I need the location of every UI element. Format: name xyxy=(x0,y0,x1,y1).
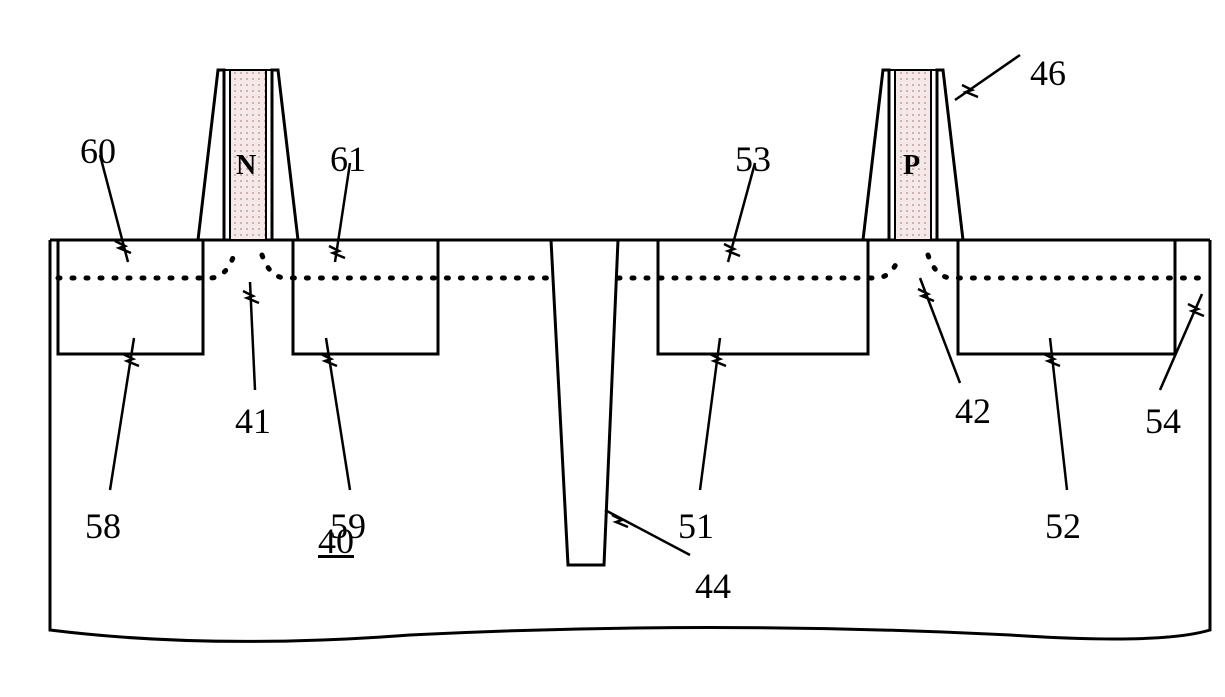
annotation-label-44: 44 xyxy=(695,565,731,607)
annotation-label-61: 61 xyxy=(330,138,366,180)
right-gate-spacer-left xyxy=(863,70,889,240)
annotation-label-54: 54 xyxy=(1145,400,1181,442)
leader-46 xyxy=(955,55,1020,100)
left-gate-spacer-right xyxy=(272,70,298,240)
left-gate-doping-label: N xyxy=(236,150,256,182)
annotation-label-58: 58 xyxy=(85,505,121,547)
annotation-label-51: 51 xyxy=(678,505,714,547)
annotation-label-52: 52 xyxy=(1045,505,1081,547)
dotted-junction-0 xyxy=(58,255,551,278)
cmos-cross-section-diagram: NP46606153414254585951524440 xyxy=(10,10,1225,687)
substrate-outline xyxy=(50,240,1210,641)
annotation-label-46: 46 xyxy=(1030,52,1066,94)
well-51 xyxy=(658,240,868,354)
well-59 xyxy=(293,240,438,354)
diagram-svg xyxy=(10,10,1225,687)
dotted-junction-1 xyxy=(618,255,1202,278)
annotation-label-53: 53 xyxy=(735,138,771,180)
substrate-label: 40 xyxy=(318,520,354,562)
well-52 xyxy=(958,240,1175,354)
left-gate-spacer-left xyxy=(198,70,224,240)
right-gate-spacer-right xyxy=(937,70,963,240)
leader-59 xyxy=(326,338,350,490)
isolation-trench xyxy=(551,240,618,565)
leader-41 xyxy=(250,282,255,390)
well-58 xyxy=(58,240,203,354)
annotation-label-41: 41 xyxy=(235,400,271,442)
annotation-label-42: 42 xyxy=(955,390,991,432)
annotation-label-60: 60 xyxy=(80,130,116,172)
right-gate-doping-label: P xyxy=(903,150,920,182)
